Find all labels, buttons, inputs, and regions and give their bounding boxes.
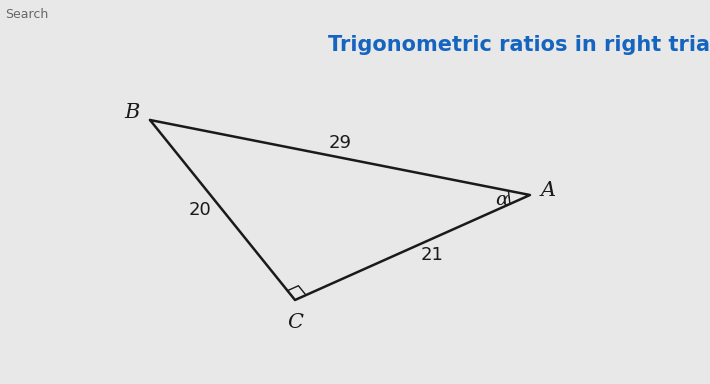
Text: 21: 21 — [421, 247, 444, 265]
Text: B: B — [124, 103, 140, 121]
Text: α: α — [496, 191, 508, 209]
Text: 29: 29 — [329, 134, 351, 152]
Text: Search: Search — [5, 8, 48, 21]
Text: A: A — [540, 180, 555, 200]
Text: C: C — [287, 313, 303, 331]
Text: 20: 20 — [189, 201, 212, 219]
Text: Trigonometric ratios in right tria: Trigonometric ratios in right tria — [328, 35, 710, 55]
